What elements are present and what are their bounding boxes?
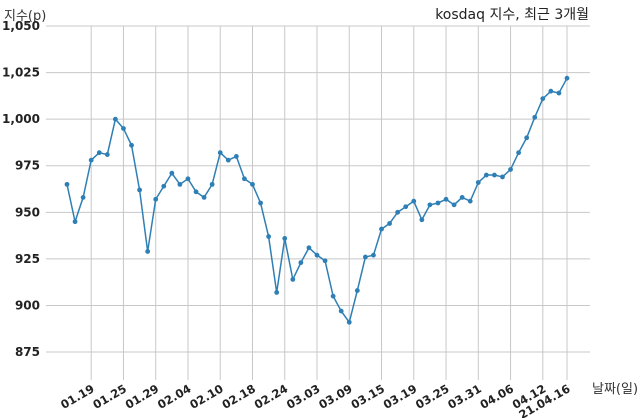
data-point [387, 221, 392, 226]
data-point [88, 157, 94, 163]
data-point [72, 219, 78, 225]
data-point [427, 202, 433, 208]
data-point [540, 96, 546, 102]
data-point [80, 195, 86, 200]
data-point [467, 198, 473, 204]
data-points [64, 75, 570, 325]
data-point [362, 254, 368, 260]
data-point [532, 114, 538, 120]
x-axis-label: 날짜(일) [592, 382, 638, 397]
data-point [411, 198, 417, 204]
data-point [298, 260, 304, 266]
y-tick-label: 1,025 [2, 66, 40, 80]
data-point [233, 154, 239, 159]
data-point [112, 116, 118, 122]
data-point [217, 150, 223, 156]
data-point [314, 252, 320, 258]
data-point [483, 172, 489, 178]
x-tick-label: 03.03 [284, 381, 323, 411]
data-point [225, 157, 231, 163]
data-point [451, 202, 457, 208]
data-point [242, 176, 247, 182]
y-axis-label: 지수(p) [4, 9, 46, 24]
data-point [274, 290, 280, 295]
y-tick-label: 1,000 [2, 112, 40, 126]
x-tick-label: 03.31 [445, 381, 484, 411]
y-tick-label: 1,050 [2, 19, 40, 33]
chart-title: kosdaq 지수, 최근 3개월 [435, 7, 589, 23]
data-point [153, 196, 159, 202]
y-tick-label: 875 [15, 345, 40, 359]
data-point [435, 200, 441, 206]
data-point [177, 181, 183, 187]
data-point [354, 288, 360, 293]
data-point [161, 183, 167, 189]
grid-lines [46, 25, 590, 380]
data-point [282, 236, 288, 241]
x-tick-label: 02.24 [252, 381, 291, 411]
data-point [556, 90, 562, 96]
data-point [403, 204, 409, 210]
y-tick-label: 950 [15, 205, 40, 219]
data-point [137, 187, 142, 193]
data-point [379, 226, 384, 232]
data-point [201, 195, 207, 200]
data-point [524, 135, 530, 141]
x-tick-label: 02.10 [187, 381, 226, 411]
data-point [104, 152, 110, 157]
data-point [443, 196, 449, 202]
data-point [548, 88, 554, 94]
y-tick-label: 975 [15, 159, 40, 173]
data-point [564, 75, 570, 81]
x-tick-label: 03.15 [349, 381, 388, 411]
x-tick-label: 02.04 [155, 381, 194, 411]
data-point [250, 181, 255, 187]
x-tick-labels: 01.1901.2501.2902.0402.1002.1802.2403.03… [58, 381, 572, 418]
x-tick-label: 04.06 [478, 381, 517, 411]
x-tick-label: 03.19 [381, 381, 420, 411]
data-point [395, 209, 401, 215]
data-point [209, 181, 215, 187]
data-point [258, 200, 263, 206]
data-point [330, 293, 336, 299]
data-point [516, 150, 522, 156]
data-point [169, 170, 175, 176]
x-tick-label: 03.09 [316, 381, 355, 411]
data-point [185, 176, 191, 182]
x-tick-label: 01.25 [90, 381, 129, 411]
data-point [475, 180, 481, 185]
data-point [346, 319, 352, 325]
x-tick-label: 01.29 [123, 381, 162, 411]
data-point [145, 249, 151, 254]
data-point [306, 245, 312, 251]
data-point [500, 174, 505, 180]
data-point [419, 217, 425, 223]
data-point [508, 167, 513, 172]
data-point [459, 195, 465, 200]
x-tick-label: 02.18 [219, 381, 258, 411]
data-point [290, 276, 296, 282]
y-tick-label: 925 [15, 252, 40, 266]
data-point [322, 258, 328, 264]
data-point [64, 181, 70, 187]
y-tick-label: 900 [15, 298, 40, 312]
data-point [121, 126, 126, 131]
data-point [338, 308, 344, 314]
data-point [129, 142, 134, 148]
data-point [96, 150, 102, 156]
y-tick-labels: 875 900 925 950 975 1,000 1,025 1,050 [2, 19, 40, 359]
data-point [492, 172, 497, 178]
x-tick-label: 03.25 [413, 381, 452, 411]
data-point [193, 189, 199, 195]
data-point [266, 234, 272, 239]
x-tick-label: 01.19 [58, 381, 97, 411]
data-point [371, 252, 376, 258]
